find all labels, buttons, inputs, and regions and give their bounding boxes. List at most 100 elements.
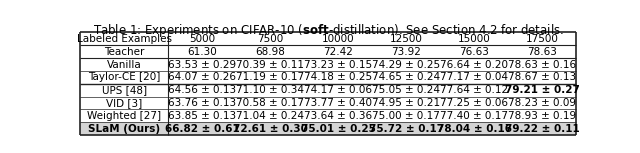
FancyBboxPatch shape xyxy=(80,84,168,97)
Text: 15000: 15000 xyxy=(458,34,490,44)
FancyBboxPatch shape xyxy=(372,122,440,135)
FancyBboxPatch shape xyxy=(304,58,372,71)
Text: Vanilla: Vanilla xyxy=(107,60,141,69)
FancyBboxPatch shape xyxy=(372,109,440,122)
FancyBboxPatch shape xyxy=(440,109,508,122)
FancyBboxPatch shape xyxy=(304,109,372,122)
Text: 74.17 ± 0.06: 74.17 ± 0.06 xyxy=(304,85,372,95)
FancyBboxPatch shape xyxy=(80,58,168,71)
FancyBboxPatch shape xyxy=(508,97,576,109)
Text: 66.82 ± 0.61: 66.82 ± 0.61 xyxy=(165,124,239,134)
FancyBboxPatch shape xyxy=(508,32,576,45)
Text: 78.63: 78.63 xyxy=(527,47,557,57)
Text: 61.30: 61.30 xyxy=(188,47,217,57)
FancyBboxPatch shape xyxy=(168,45,236,58)
Text: 63.76 ± 0.13: 63.76 ± 0.13 xyxy=(168,98,236,108)
Text: 75.00 ± 0.17: 75.00 ± 0.17 xyxy=(372,111,440,121)
FancyBboxPatch shape xyxy=(304,122,372,135)
Text: 79.21 ± 0.27: 79.21 ± 0.27 xyxy=(504,85,579,95)
FancyBboxPatch shape xyxy=(372,45,440,58)
FancyBboxPatch shape xyxy=(168,32,236,45)
FancyBboxPatch shape xyxy=(440,122,508,135)
Text: Weighted [27]: Weighted [27] xyxy=(87,111,161,121)
Text: 73.23 ± 0.15: 73.23 ± 0.15 xyxy=(304,60,372,69)
FancyBboxPatch shape xyxy=(508,122,576,135)
FancyBboxPatch shape xyxy=(508,71,576,84)
Text: 77.40 ± 0.17: 77.40 ± 0.17 xyxy=(440,111,508,121)
Text: 75.72 ± 0.17: 75.72 ± 0.17 xyxy=(369,124,444,134)
Text: 71.04 ± 0.24: 71.04 ± 0.24 xyxy=(236,111,304,121)
Text: 74.95 ± 0.21: 74.95 ± 0.21 xyxy=(372,98,440,108)
Text: 70.39 ± 0.11: 70.39 ± 0.11 xyxy=(236,60,304,69)
FancyBboxPatch shape xyxy=(80,32,168,45)
FancyBboxPatch shape xyxy=(440,45,508,58)
FancyBboxPatch shape xyxy=(236,122,304,135)
Text: 74.18 ± 0.25: 74.18 ± 0.25 xyxy=(304,72,372,82)
FancyBboxPatch shape xyxy=(168,122,236,135)
Text: Teacher: Teacher xyxy=(104,47,145,57)
Text: Labeled Examples: Labeled Examples xyxy=(77,34,172,44)
Text: 76.64 ± 0.20: 76.64 ± 0.20 xyxy=(440,60,508,69)
FancyBboxPatch shape xyxy=(508,58,576,71)
Text: 64.56 ± 0.13: 64.56 ± 0.13 xyxy=(168,85,236,95)
Text: 74.29 ± 0.25: 74.29 ± 0.25 xyxy=(372,60,440,69)
FancyBboxPatch shape xyxy=(80,71,168,84)
Text: Table 1: Experiments on CIFAR-10 ($\bf{soft}$-distillation). See Section 4.2 for: Table 1: Experiments on CIFAR-10 ($\bf{s… xyxy=(93,22,563,39)
Text: 73.64 ± 0.36: 73.64 ± 0.36 xyxy=(304,111,372,121)
Text: 5000: 5000 xyxy=(189,34,215,44)
Text: 78.04 ± 0.16: 78.04 ± 0.16 xyxy=(436,124,511,134)
FancyBboxPatch shape xyxy=(236,109,304,122)
Text: 10000: 10000 xyxy=(322,34,355,44)
Text: Taylor-CE [20]: Taylor-CE [20] xyxy=(88,72,161,82)
FancyBboxPatch shape xyxy=(508,84,576,97)
FancyBboxPatch shape xyxy=(80,97,168,109)
FancyBboxPatch shape xyxy=(372,97,440,109)
FancyBboxPatch shape xyxy=(168,84,236,97)
FancyBboxPatch shape xyxy=(372,32,440,45)
Text: 63.53 ± 0.29: 63.53 ± 0.29 xyxy=(168,60,236,69)
FancyBboxPatch shape xyxy=(168,97,236,109)
FancyBboxPatch shape xyxy=(304,97,372,109)
FancyBboxPatch shape xyxy=(508,45,576,58)
FancyBboxPatch shape xyxy=(168,71,236,84)
FancyBboxPatch shape xyxy=(440,32,508,45)
Text: 70.58 ± 0.17: 70.58 ± 0.17 xyxy=(236,98,304,108)
FancyBboxPatch shape xyxy=(236,84,304,97)
FancyBboxPatch shape xyxy=(168,109,236,122)
Text: 71.10 ± 0.34: 71.10 ± 0.34 xyxy=(236,85,304,95)
Text: 76.63: 76.63 xyxy=(459,47,489,57)
Text: 79.22 ± 0.11: 79.22 ± 0.11 xyxy=(505,124,579,134)
FancyBboxPatch shape xyxy=(440,58,508,71)
FancyBboxPatch shape xyxy=(236,58,304,71)
Text: 7500: 7500 xyxy=(257,34,284,44)
FancyBboxPatch shape xyxy=(508,109,576,122)
Text: 68.98: 68.98 xyxy=(255,47,285,57)
FancyBboxPatch shape xyxy=(304,84,372,97)
Text: 74.65 ± 0.24: 74.65 ± 0.24 xyxy=(372,72,440,82)
FancyBboxPatch shape xyxy=(236,45,304,58)
Text: 12500: 12500 xyxy=(390,34,422,44)
Text: 78.23 ± 0.09: 78.23 ± 0.09 xyxy=(508,98,576,108)
Text: 77.64 ± 0.12: 77.64 ± 0.12 xyxy=(440,85,508,95)
Text: 63.85 ± 0.13: 63.85 ± 0.13 xyxy=(168,111,236,121)
Text: 78.93 ± 0.19: 78.93 ± 0.19 xyxy=(508,111,576,121)
Text: 77.17 ± 0.04: 77.17 ± 0.04 xyxy=(440,72,508,82)
FancyBboxPatch shape xyxy=(372,71,440,84)
FancyBboxPatch shape xyxy=(236,97,304,109)
Text: 73.77 ± 0.40: 73.77 ± 0.40 xyxy=(304,98,372,108)
Text: SLaM (Ours): SLaM (Ours) xyxy=(88,124,160,134)
Text: 77.25 ± 0.06: 77.25 ± 0.06 xyxy=(440,98,508,108)
FancyBboxPatch shape xyxy=(304,32,372,45)
Text: 72.42: 72.42 xyxy=(323,47,353,57)
FancyBboxPatch shape xyxy=(80,122,168,135)
FancyBboxPatch shape xyxy=(304,71,372,84)
Text: 78.63 ± 0.16: 78.63 ± 0.16 xyxy=(508,60,576,69)
FancyBboxPatch shape xyxy=(440,71,508,84)
FancyBboxPatch shape xyxy=(236,32,304,45)
FancyBboxPatch shape xyxy=(80,109,168,122)
FancyBboxPatch shape xyxy=(80,45,168,58)
FancyBboxPatch shape xyxy=(304,45,372,58)
FancyBboxPatch shape xyxy=(372,84,440,97)
Text: 64.07 ± 0.26: 64.07 ± 0.26 xyxy=(168,72,236,82)
FancyBboxPatch shape xyxy=(236,71,304,84)
